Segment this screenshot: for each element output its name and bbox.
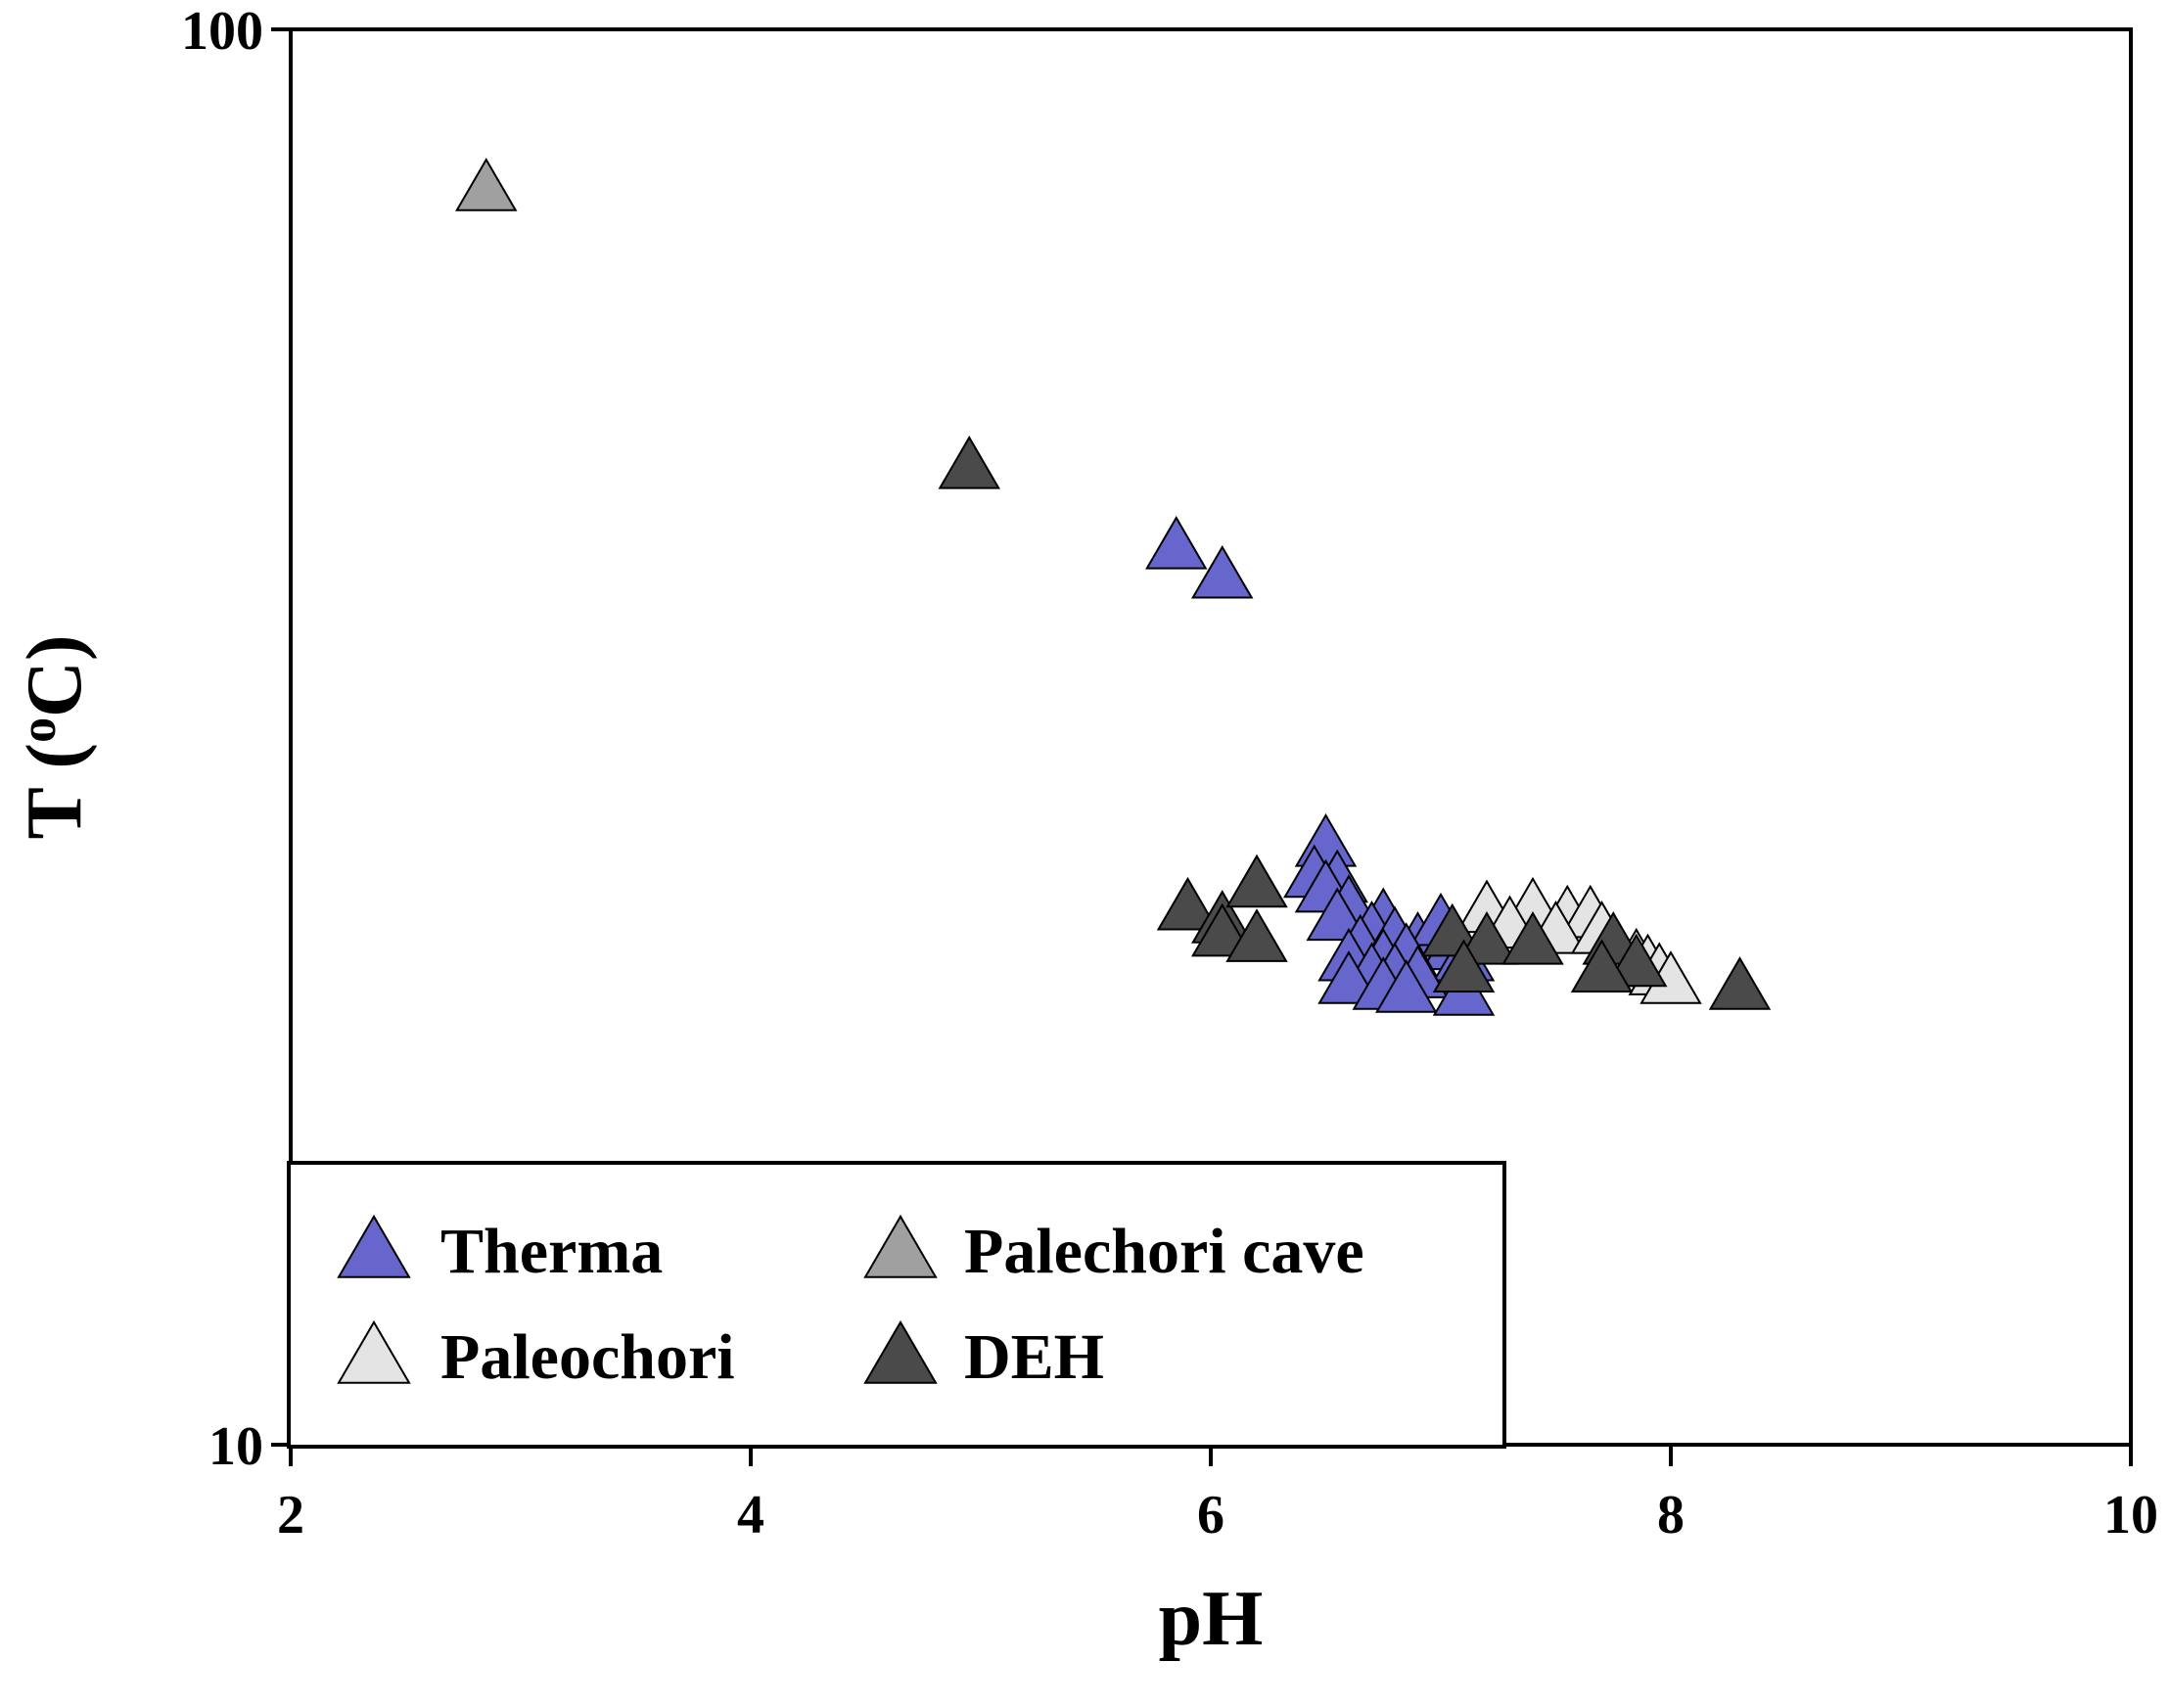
data-points	[455, 158, 1772, 1016]
legend-label-paleochori: Paleochori	[440, 1321, 735, 1393]
x-tick-label: 8	[1657, 1485, 1685, 1546]
y-axis-title-main: T (	[12, 743, 98, 840]
legend: Therma Palechori cave Paleochori DEH	[287, 1161, 1506, 1449]
point-therma	[1191, 544, 1254, 599]
y-axis-title-unit: C)	[12, 635, 98, 717]
point-deh	[1708, 956, 1772, 1010]
x-tick-label: 10	[2103, 1485, 2158, 1546]
point-therma	[1306, 887, 1368, 942]
point-deh	[1156, 876, 1220, 931]
x-axis-title: pH	[1159, 1576, 1264, 1662]
legend-marker-therma	[337, 1214, 411, 1278]
legend-label-deh: DEH	[964, 1321, 1104, 1393]
point-palechori-cave	[455, 158, 518, 211]
point-deh	[1455, 911, 1518, 965]
legend-label-palechori-cave: Palechori cave	[964, 1216, 1364, 1287]
point-deh	[938, 436, 1000, 489]
point-therma	[1317, 950, 1380, 1004]
legend-label-therma: Therma	[440, 1216, 663, 1287]
y-axis-title: T (oC)	[11, 635, 98, 840]
point-deh	[1570, 939, 1634, 993]
point-deh	[1225, 854, 1288, 908]
legend-marker-deh	[863, 1319, 938, 1384]
point-therma	[1145, 516, 1208, 570]
legend-marker-palechori-cave	[863, 1214, 938, 1278]
point-deh	[1225, 908, 1288, 962]
x-tick-label: 4	[737, 1485, 764, 1546]
y-axis-title-superscript: o	[11, 717, 67, 743]
y-axis-ticks: 10 100	[181, 1, 291, 1477]
legend-marker-paleochori	[337, 1319, 411, 1384]
point-therma	[1375, 959, 1438, 1013]
y-tick-label: 10	[208, 1416, 263, 1477]
x-axis-ticks: 2 4 6 8 10	[277, 1445, 2158, 1546]
point-deh	[1501, 911, 1564, 965]
point-deh	[1432, 939, 1496, 993]
svg-text:T (oC): T (oC)	[11, 635, 98, 840]
x-tick-label: 6	[1197, 1485, 1224, 1546]
x-tick-label: 2	[277, 1485, 304, 1546]
legend-box	[287, 1161, 1506, 1449]
point-deh	[1421, 902, 1484, 957]
y-tick-label: 100	[181, 1, 263, 62]
